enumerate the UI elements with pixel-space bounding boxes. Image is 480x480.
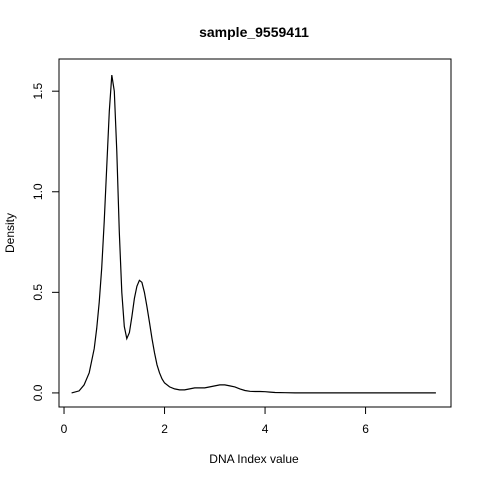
plot-frame — [58, 58, 452, 408]
y-tick-label: 0.0 — [31, 384, 45, 401]
density-curve — [71, 75, 436, 394]
chart-title: sample_9559411 — [199, 24, 309, 40]
x-tick-label: 4 — [262, 422, 269, 436]
y-axis-label: Density — [3, 213, 17, 253]
y-tick-label: 0.5 — [31, 284, 45, 301]
x-tick-label: 2 — [161, 422, 168, 436]
y-tick-label: 1.0 — [31, 183, 45, 200]
x-tick-label: 0 — [61, 422, 68, 436]
y-axis: 0.0 0.5 1.0 1.5 — [31, 83, 60, 401]
x-axis-label: DNA Index value — [209, 452, 299, 466]
x-axis: 0 2 4 6 — [61, 406, 369, 436]
x-tick-label: 6 — [362, 422, 369, 436]
y-tick-label: 1.5 — [31, 83, 45, 100]
